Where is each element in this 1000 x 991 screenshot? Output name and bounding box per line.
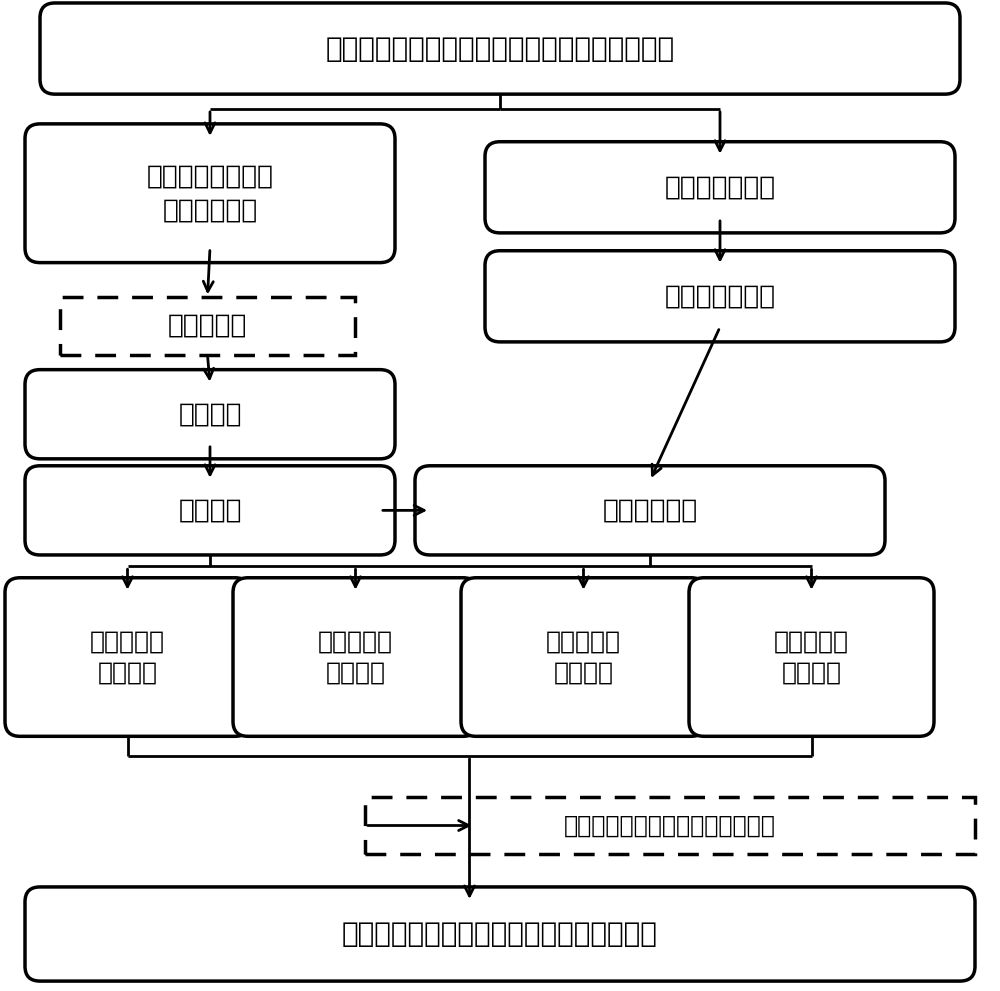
Text: 单生育期单
植被指数: 单生育期单 植被指数: [90, 629, 165, 685]
Text: 多生育期多
植被指数: 多生育期多 植被指数: [774, 629, 849, 685]
Text: 基于无人机多光谱影像的小麦产量预测模型: 基于无人机多光谱影像的小麦产量预测模型: [342, 920, 658, 948]
FancyBboxPatch shape: [25, 124, 395, 263]
FancyBboxPatch shape: [461, 578, 706, 736]
Text: 单生育期多
植被指数: 单生育期多 植被指数: [318, 629, 393, 685]
FancyBboxPatch shape: [485, 251, 955, 342]
FancyBboxPatch shape: [25, 370, 395, 459]
FancyBboxPatch shape: [689, 578, 934, 736]
FancyBboxPatch shape: [25, 887, 975, 981]
Text: 无人机平台冠层多
光谱影像获取: 无人机平台冠层多 光谱影像获取: [147, 164, 274, 223]
FancyBboxPatch shape: [415, 466, 885, 555]
Bar: [365, 797, 975, 854]
FancyBboxPatch shape: [5, 578, 250, 736]
Text: 农学参数的测量: 农学参数的测量: [664, 174, 776, 200]
FancyBboxPatch shape: [485, 142, 955, 233]
FancyBboxPatch shape: [233, 578, 478, 736]
Text: 利用独立试验数据对模型进行检验: 利用独立试验数据对模型进行检验: [564, 814, 776, 837]
Text: 多生育期单
植被指数: 多生育期单 植被指数: [546, 629, 621, 685]
Text: 多种建模方法: 多种建模方法: [602, 497, 698, 523]
Text: 产量数据的获取: 产量数据的获取: [664, 283, 776, 309]
FancyBboxPatch shape: [25, 466, 395, 555]
Text: 光谱特征: 光谱特征: [178, 401, 242, 427]
Text: 影像预处理: 影像预处理: [168, 313, 247, 339]
Text: 植被指数: 植被指数: [178, 497, 242, 523]
Text: 不同播期、密度及氮素水平的小麦田间互作试验: 不同播期、密度及氮素水平的小麦田间互作试验: [325, 35, 675, 62]
FancyBboxPatch shape: [40, 3, 960, 94]
Bar: [60, 297, 355, 355]
